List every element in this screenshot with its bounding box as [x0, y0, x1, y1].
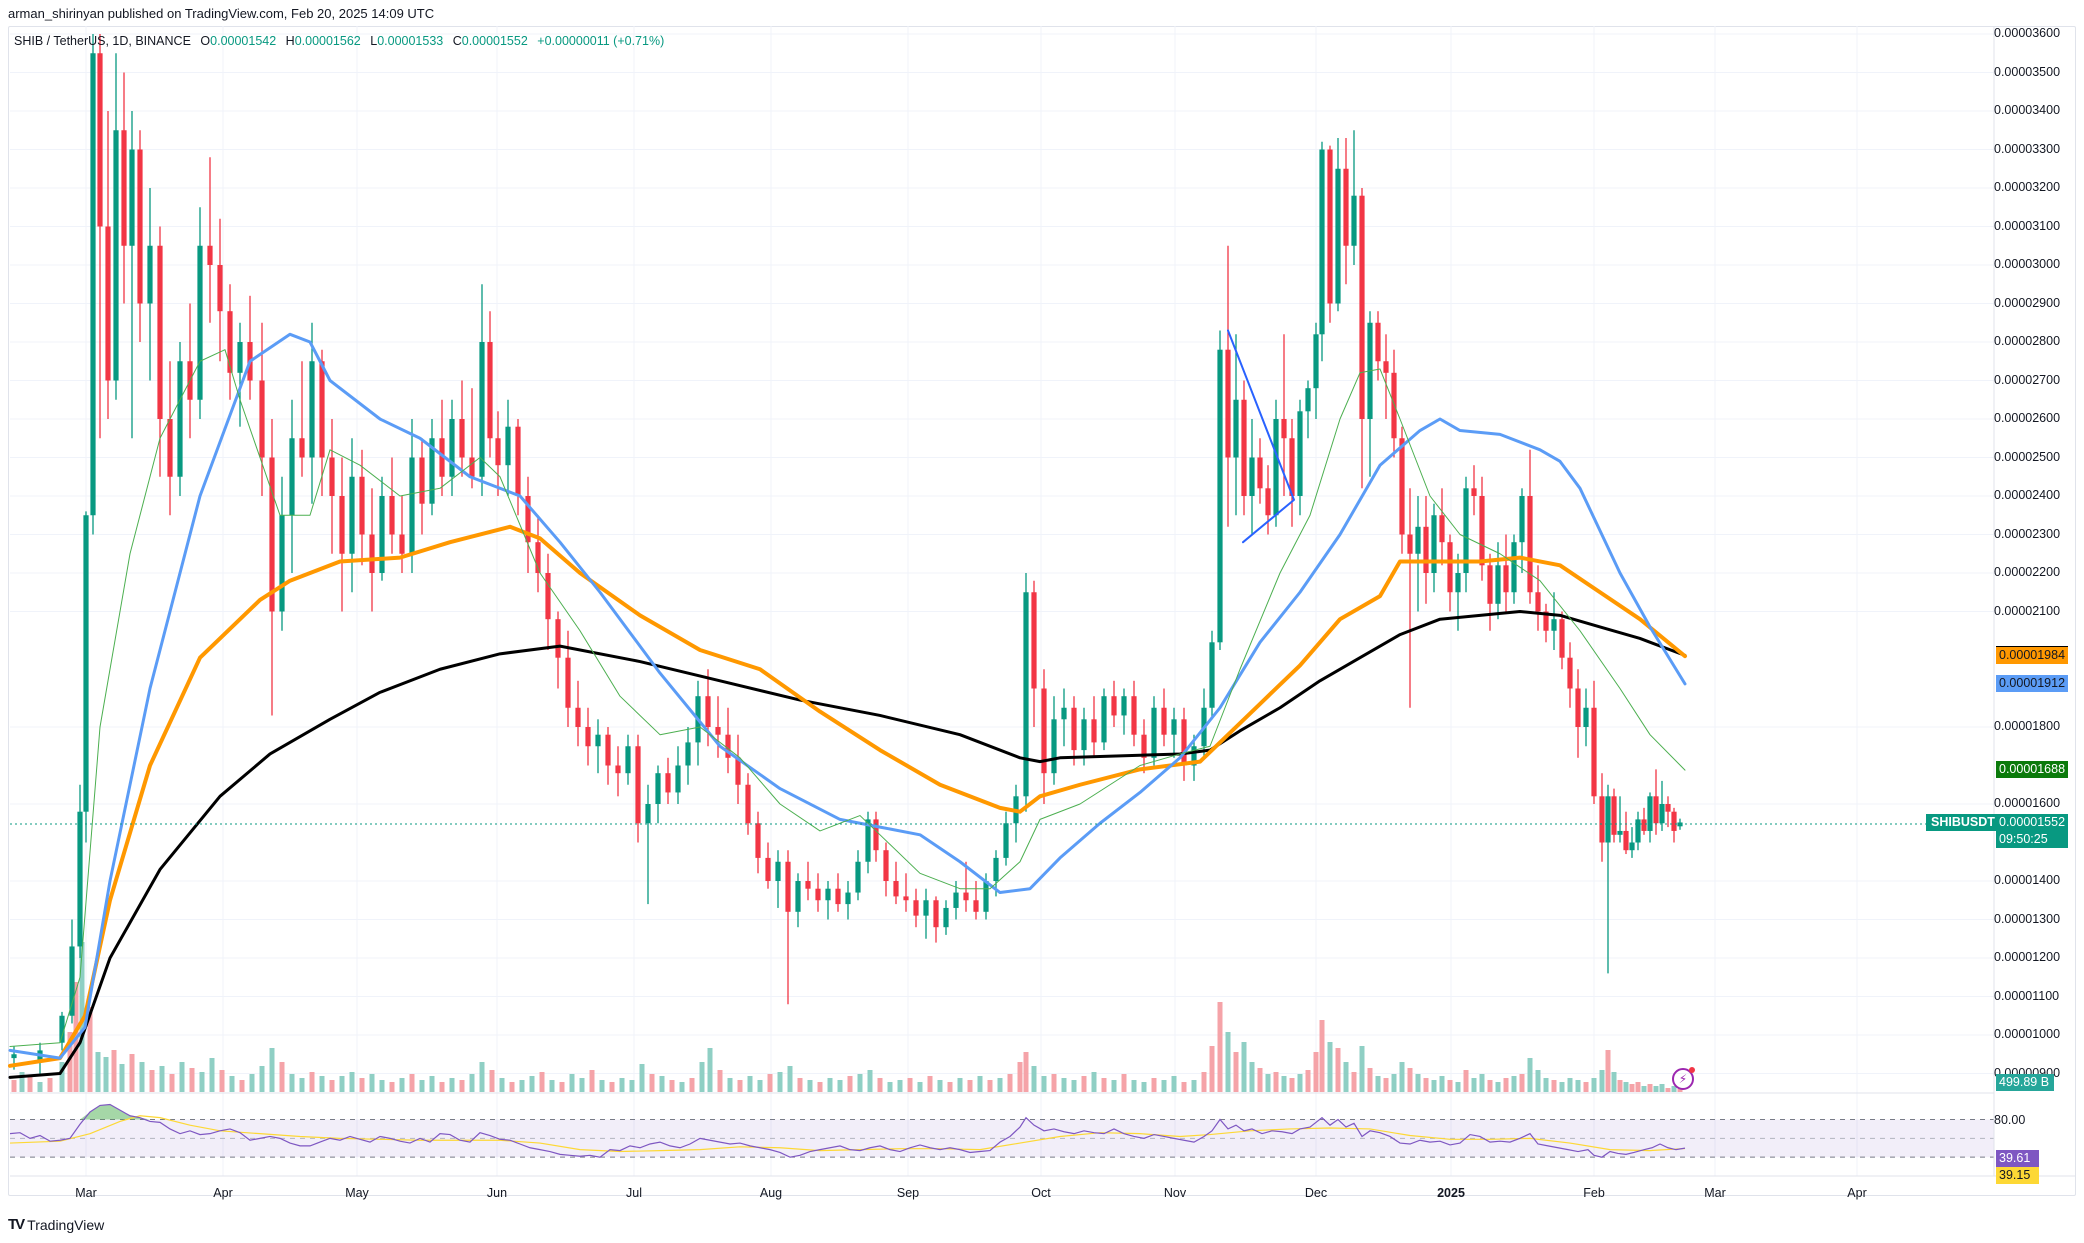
ma20-value-tag: 0.00001688: [1996, 761, 2068, 779]
notification-dot: [1689, 1067, 1695, 1073]
time-axis-label: 2025: [1437, 1186, 1465, 1200]
change-value: +0.00000011 (+0.71%): [537, 34, 665, 48]
price-axis-tick: 0.00001400: [1994, 873, 2061, 887]
moving-average-lines: [8, 329, 1687, 1079]
close-label: C: [452, 34, 462, 48]
price-axis-tick: 0.00001200: [1994, 950, 2061, 964]
price-axis-tick: 0.00003600: [1994, 26, 2061, 40]
time-axis-label: Nov: [1163, 1186, 1187, 1200]
price-axis-tick: 0.00002900: [1994, 295, 2061, 310]
price-axis-tick: 0.00001600: [1994, 796, 2061, 810]
symbol-legend: SHIB / TetherUS, 1D, BINANCE O0.00001542…: [14, 34, 664, 48]
grid-lines: [10, 26, 1994, 1176]
price-axis-tick: 0.00003500: [1994, 64, 2061, 79]
price-axis-tick: 0.00002300: [1994, 526, 2061, 541]
time-axis-label: Jun: [486, 1186, 508, 1200]
price-axis-tick: 0.00002400: [1994, 488, 2061, 502]
high-label: H: [285, 34, 295, 48]
chart-frame: [8, 26, 2076, 1196]
price-axis-tick: 0.00002200: [1994, 565, 2061, 579]
time-axis-label: Apr: [213, 1186, 233, 1200]
high-value: 0.00001562: [294, 34, 361, 48]
open-label: O: [200, 34, 211, 48]
open-value: 0.00001542: [210, 34, 277, 48]
time-axis-label: Jul: [626, 1186, 642, 1200]
symbol-price-tag: SHIBUSDT: [1926, 814, 2000, 831]
time-axis-label: Aug: [759, 1186, 783, 1200]
last-price-value: 0.00001552: [1999, 815, 2066, 829]
close-value: 0.00001552: [461, 34, 528, 48]
price-axis-tick: 0.00001100: [1994, 988, 2060, 1003]
lightning-icon[interactable]: ⚡: [1672, 1067, 1695, 1090]
rsi-pane: [9, 1103, 1994, 1158]
rsi-axis-tick: 80.00: [1994, 1113, 2026, 1127]
symbol-title[interactable]: SHIB / TetherUS, 1D, BINANCE: [14, 34, 191, 48]
price-axis-tick: 0.00003400: [1994, 103, 2061, 117]
price-axis-tick: 0.00002600: [1994, 411, 2061, 425]
time-axis-label: Mar: [75, 1186, 97, 1200]
time-axis-label: Dec: [1304, 1186, 1328, 1200]
price-axis-tick: 0.00002800: [1994, 334, 2061, 348]
price-axis-tick: 0.00002700: [1994, 372, 2061, 387]
tradingview-logo-icon: TV: [8, 1216, 25, 1233]
last-price-tag: 0.00001552 09:50:25: [1996, 814, 2068, 848]
price-axis-tick: 0.00003100: [1994, 218, 2061, 233]
time-axis-label: Sep: [896, 1186, 920, 1200]
volume-bars: [11, 942, 1683, 1092]
price-axis-tick: 0.00001800: [1994, 719, 2061, 733]
price-axis-tick: 0.00003300: [1994, 141, 2061, 156]
rsi-value-tag: 39.61: [1996, 1150, 2039, 1167]
time-axis-label: Oct: [1031, 1186, 1051, 1200]
low-value: 0.00001533: [377, 34, 444, 48]
price-axis-tick: 0.00003000: [1994, 257, 2061, 271]
price-axis-tick: 0.00001300: [1994, 911, 2061, 926]
price-axis-tick: 0.00003200: [1994, 180, 2061, 194]
price-axis-tick: 0.00002100: [1994, 603, 2061, 618]
price-axis-tick: 0.00002500: [1994, 449, 2061, 464]
rsi-ma-value-tag: 39.15: [1996, 1167, 2039, 1184]
ma100-value-tag: 0.00001984: [1996, 647, 2068, 665]
ma50-value-tag: 0.00001912: [1996, 674, 2068, 692]
low-label: L: [370, 34, 378, 48]
tradingview-brand: TradingView: [27, 1216, 105, 1233]
volume-tag: 499.89 B: [1996, 1074, 2054, 1091]
bar-countdown: 09:50:25: [1999, 832, 2048, 846]
tradingview-logo: TV TradingView: [8, 1216, 104, 1233]
time-axis-label: May: [345, 1186, 369, 1200]
time-axis-label: Feb: [1583, 1186, 1605, 1200]
publish-info: arman_shirinyan published on TradingView…: [8, 6, 435, 21]
time-axis-label: Mar: [1704, 1186, 1726, 1200]
candlestick-series: [11, 34, 1683, 1074]
time-axis-label: Apr: [1847, 1186, 1867, 1200]
price-axis-tick: 0.00001000: [1994, 1027, 2061, 1041]
